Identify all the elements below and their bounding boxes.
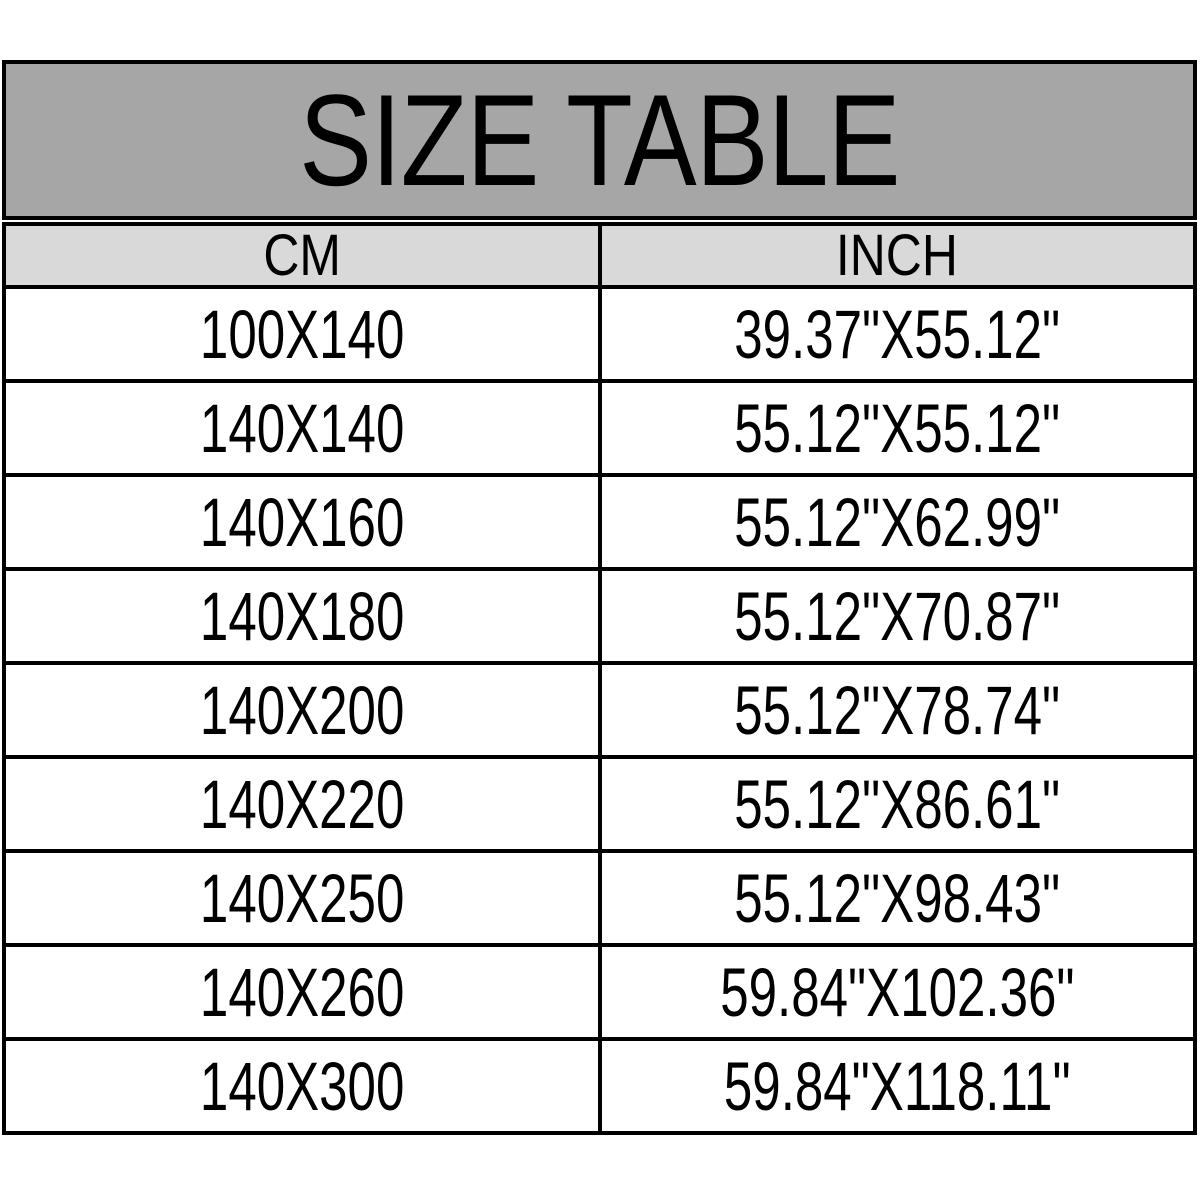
inch-value: 55.12"X98.43" [734, 859, 1061, 937]
cm-cell: 140X220 [2, 755, 602, 853]
inch-cell: 55.12"X62.99" [597, 473, 1197, 571]
cm-cell: 140X260 [2, 943, 602, 1041]
table-row: 140X300 59.84"X118.11" [2, 1037, 1197, 1135]
table-row: 140X260 59.84"X102.36" [2, 943, 1197, 1041]
cm-value: 140X180 [199, 577, 404, 655]
header-row: CM INCH [2, 222, 1197, 289]
inch-value: 55.12"X78.74" [734, 671, 1061, 749]
table-row: 100X140 39.37"X55.12" [2, 285, 1197, 383]
column-header-cm-label: CM [262, 222, 341, 288]
cm-value: 140X160 [199, 483, 404, 561]
cm-cell: 140X200 [2, 661, 602, 759]
table-title-banner: SIZE TABLE [2, 60, 1197, 220]
inch-cell: 55.12"X86.61" [597, 755, 1197, 853]
size-table: CM INCH 100X140 39.37"X55.12" 140X140 55… [2, 222, 1197, 1135]
inch-value: 55.12"X55.12" [734, 389, 1061, 467]
inch-cell: 55.12"X98.43" [597, 849, 1197, 947]
cm-cell: 140X250 [2, 849, 602, 947]
table-row: 140X140 55.12"X55.12" [2, 379, 1197, 477]
cm-value: 140X250 [199, 859, 404, 937]
inch-cell: 55.12"X78.74" [597, 661, 1197, 759]
cm-value: 140X140 [199, 389, 404, 467]
table-row: 140X250 55.12"X98.43" [2, 849, 1197, 947]
inch-value: 55.12"X62.99" [734, 483, 1061, 561]
inch-cell: 55.12"X70.87" [597, 567, 1197, 665]
table-row: 140X160 55.12"X62.99" [2, 473, 1197, 571]
table-row: 140X200 55.12"X78.74" [2, 661, 1197, 759]
cm-cell: 100X140 [2, 285, 602, 383]
cm-value: 100X140 [199, 295, 404, 373]
column-header-cm: CM [2, 222, 602, 289]
size-table-header: CM INCH [2, 222, 1197, 289]
cm-value: 140X200 [199, 671, 404, 749]
table-row: 140X180 55.12"X70.87" [2, 567, 1197, 665]
cm-cell: 140X180 [2, 567, 602, 665]
cm-cell: 140X300 [2, 1037, 602, 1135]
inch-value: 55.12"X70.87" [734, 577, 1061, 655]
page-title: SIZE TABLE [299, 67, 900, 213]
column-header-inch: INCH [597, 222, 1197, 289]
inch-cell: 59.84"X102.36" [597, 943, 1197, 1041]
cm-value: 140X300 [199, 1047, 404, 1125]
inch-cell: 59.84"X118.11" [597, 1037, 1197, 1135]
column-header-inch-label: INCH [836, 222, 959, 288]
size-table-body: 100X140 39.37"X55.12" 140X140 55.12"X55.… [2, 285, 1197, 1135]
cm-value: 140X260 [199, 953, 404, 1031]
inch-value: 55.12"X86.61" [734, 765, 1061, 843]
cm-value: 140X220 [199, 765, 404, 843]
cm-cell: 140X160 [2, 473, 602, 571]
inch-cell: 55.12"X55.12" [597, 379, 1197, 477]
inch-value: 59.84"X102.36" [720, 953, 1075, 1031]
inch-value: 59.84"X118.11" [723, 1047, 1071, 1125]
inch-cell: 39.37"X55.12" [597, 285, 1197, 383]
table-row: 140X220 55.12"X86.61" [2, 755, 1197, 853]
cm-cell: 140X140 [2, 379, 602, 477]
inch-value: 39.37"X55.12" [734, 295, 1061, 373]
